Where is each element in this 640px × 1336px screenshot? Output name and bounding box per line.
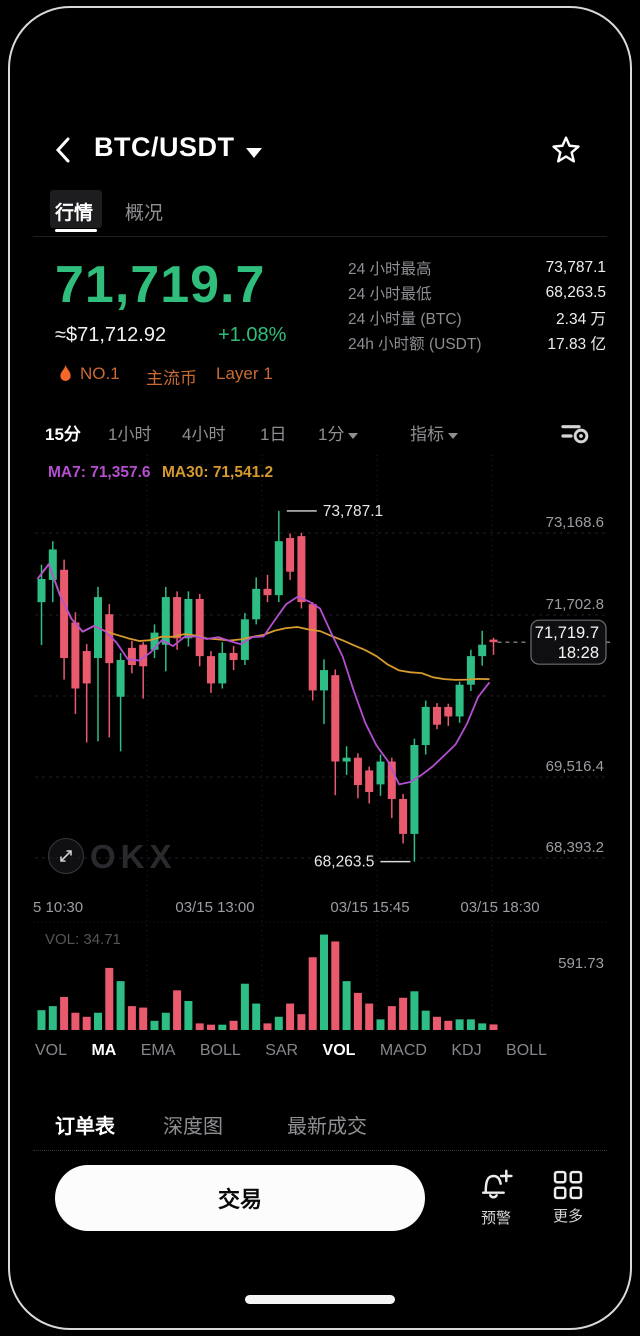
- svg-text:73,787.1: 73,787.1: [323, 503, 383, 520]
- stat-value: 73,787.1: [545, 258, 606, 276]
- timeframe-1d[interactable]: 1日: [260, 425, 287, 444]
- tab-market[interactable]: 行情: [55, 203, 94, 224]
- more-label: 更多: [552, 1208, 583, 1225]
- price-chart[interactable]: 73,168.6 71,702.8 69,516.4 68,393.2 MA7: 71,…: [0, 450, 640, 1035]
- tab-underline: [55, 229, 97, 232]
- home-indicator[interactable]: [245, 1295, 395, 1304]
- trade-button-label: 交易: [217, 1187, 262, 1212]
- last-price: 71,719.7: [55, 256, 266, 314]
- svg-text:71,702.8: 71,702.8: [546, 596, 604, 613]
- svg-text:5 10:30: 5 10:30: [33, 899, 83, 916]
- chart-expand-button[interactable]: [48, 838, 84, 874]
- indicator-dropdown[interactable]: 指标: [410, 420, 458, 445]
- stat-value: 2.34 万: [556, 310, 606, 328]
- timeframe-1h[interactable]: 1小时: [108, 425, 152, 444]
- svg-text:MA30: 71,541.2: MA30: 71,541.2: [162, 464, 273, 481]
- stat-value: 68,263.5: [545, 283, 606, 301]
- more-button[interactable]: 更多: [546, 1170, 590, 1226]
- okx-watermark: OKX: [90, 838, 177, 875]
- chart-settings-icon[interactable]: [560, 420, 590, 444]
- timeframe-more-label: 1分: [318, 425, 345, 444]
- indicator-tabs: VOL MA EMA BOLL SAR VOL MACD KDJ BOLL: [35, 1042, 547, 1060]
- alert-button[interactable]: 预警: [470, 1168, 522, 1228]
- stat-label: 24h 小时额 (USDT): [348, 335, 482, 353]
- pair-dropdown-icon[interactable]: [246, 148, 262, 158]
- stat-label: 24 小时最低: [348, 285, 432, 303]
- stat-row: 24h 小时额 (USDT) 17.83 亿: [348, 330, 606, 355]
- svg-text:03/15 15:45: 03/15 15:45: [330, 899, 409, 916]
- fiat-price: ≈$71,712.92: [55, 324, 167, 346]
- indicator-sar[interactable]: SAR: [265, 1042, 299, 1059]
- expand-arrows-icon: [60, 850, 72, 862]
- stat-row: 24 小时量 (BTC) 2.34 万: [348, 305, 606, 330]
- tab-order-book[interactable]: 订单表: [55, 1116, 115, 1138]
- flame-icon: [60, 364, 71, 382]
- svg-text:73,168.6: 73,168.6: [546, 514, 604, 531]
- active-tab-highlight: [50, 190, 102, 228]
- timeframe-15m[interactable]: 15分: [45, 425, 81, 444]
- timeframe-more-dropdown[interactable]: 1分: [318, 420, 359, 445]
- indicator-ma[interactable]: MA: [91, 1042, 117, 1059]
- svg-text:71,719.7: 71,719.7: [535, 624, 599, 642]
- stat-row: 24 小时最低 68,263.5: [348, 280, 606, 305]
- favorite-star-icon[interactable]: [549, 134, 583, 168]
- svg-text:68,393.2: 68,393.2: [546, 839, 604, 856]
- bottom-divider: [33, 1150, 607, 1151]
- stat-label: 24 小时量 (BTC): [348, 310, 462, 328]
- grid-icon: [553, 1170, 583, 1200]
- back-icon[interactable]: [52, 136, 76, 164]
- svg-text:69,516.4: 69,516.4: [546, 758, 604, 775]
- svg-text:VOL: 34.71: VOL: 34.71: [45, 931, 121, 948]
- layer-badge[interactable]: Layer 1: [216, 364, 273, 383]
- phone-frame: [8, 6, 632, 1330]
- indicator-vol-sub[interactable]: VOL: [322, 1042, 356, 1059]
- rank-badge[interactable]: NO.1: [80, 364, 120, 383]
- svg-text:68,263.5: 68,263.5: [314, 854, 374, 871]
- indicator-vol-main[interactable]: VOL: [35, 1042, 68, 1059]
- chevron-down-icon: [448, 432, 458, 439]
- trade-button[interactable]: 交易: [55, 1165, 425, 1231]
- price-change: +1.08%: [218, 324, 287, 346]
- bell-plus-icon: [481, 1169, 513, 1199]
- indicator-boll-sub[interactable]: BOLL: [506, 1042, 547, 1059]
- indicator-boll-main[interactable]: BOLL: [199, 1042, 241, 1059]
- category-badge[interactable]: 主流币: [146, 369, 197, 388]
- chevron-down-icon: [348, 432, 359, 439]
- alert-label: 预警: [480, 1210, 511, 1227]
- tab-overview[interactable]: 概况: [125, 203, 164, 224]
- indicator-kdj[interactable]: KDJ: [451, 1042, 482, 1059]
- svg-text:MA7: 71,357.6: MA7: 71,357.6: [48, 464, 151, 481]
- svg-text:03/15 18:30: 03/15 18:30: [460, 899, 539, 916]
- indicator-ema[interactable]: EMA: [140, 1042, 176, 1059]
- tab-depth-chart[interactable]: 深度图: [163, 1116, 223, 1138]
- indicator-macd[interactable]: MACD: [379, 1042, 427, 1059]
- svg-text:591.73: 591.73: [558, 955, 604, 972]
- pair-title[interactable]: BTC/USDT: [94, 132, 235, 162]
- indicator-dropdown-label: 指标: [410, 425, 444, 444]
- svg-text:18:28: 18:28: [558, 644, 599, 662]
- stat-value: 17.83 亿: [547, 335, 606, 353]
- timeframe-4h[interactable]: 4小时: [182, 425, 226, 444]
- stat-label: 24 小时最高: [348, 260, 432, 278]
- svg-text:03/15 13:00: 03/15 13:00: [175, 899, 254, 916]
- tab-latest-trades[interactable]: 最新成交: [287, 1116, 367, 1138]
- last-price-tag: 71,719.7 18:28: [530, 619, 607, 665]
- header-divider: [33, 236, 607, 237]
- stat-row: 24 小时最高 73,787.1: [348, 255, 606, 280]
